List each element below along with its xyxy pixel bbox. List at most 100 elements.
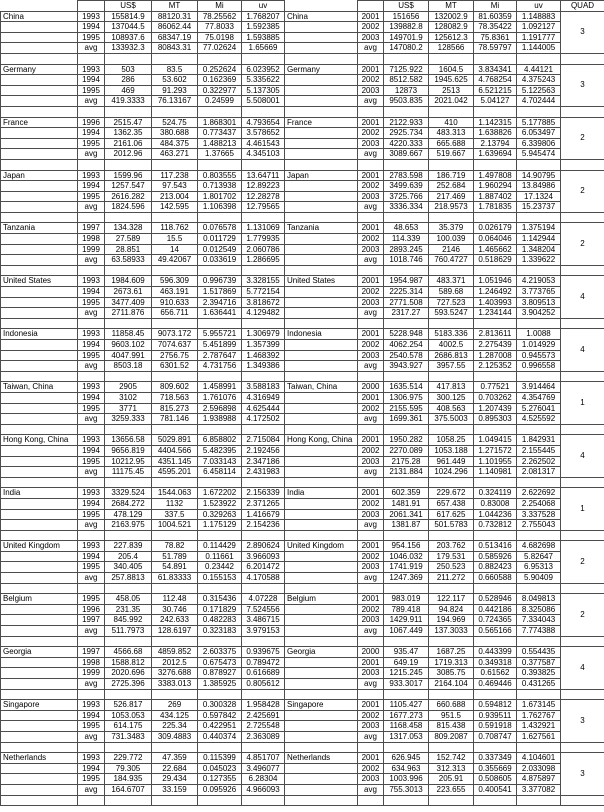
value-cell[interactable]: 1.106398 <box>197 201 242 213</box>
country-name-cell[interactable]: Georgia <box>284 646 358 658</box>
value-cell[interactable]: 0.114429 <box>197 540 242 552</box>
year-cell[interactable]: avg <box>77 625 105 637</box>
separator-cell[interactable] <box>516 52 561 65</box>
value-cell[interactable]: 179.531 <box>428 550 474 563</box>
country-blank-cell[interactable] <box>0 667 78 679</box>
value-cell[interactable]: 2.155445 <box>516 444 561 457</box>
value-cell[interactable]: 5.04127 <box>473 95 517 107</box>
separator-cell[interactable] <box>241 476 285 489</box>
country-name-cell[interactable]: Georgia <box>0 646 78 658</box>
country-blank-cell[interactable] <box>284 74 358 86</box>
value-cell[interactable]: 0.393825 <box>516 667 561 679</box>
country-blank-cell[interactable] <box>0 137 78 150</box>
country-name-cell[interactable]: Indonesia <box>284 328 358 340</box>
year-cell[interactable]: 1995 <box>77 31 105 44</box>
value-cell[interactable]: 4.104601 <box>516 752 561 764</box>
value-cell[interactable]: 0.789472 <box>241 656 285 669</box>
value-cell[interactable]: 114.339 <box>383 233 429 245</box>
value-cell[interactable]: 3.904252 <box>516 307 561 319</box>
value-cell[interactable]: 1004.521 <box>151 519 198 531</box>
separator-cell[interactable] <box>284 264 358 277</box>
country-blank-cell[interactable] <box>0 413 78 425</box>
separator-cell[interactable] <box>284 688 358 701</box>
value-cell[interactable]: 2020.696 <box>104 667 152 679</box>
year-cell[interactable]: avg <box>77 678 105 690</box>
separator-cell[interactable] <box>383 264 429 277</box>
separator-cell[interactable] <box>357 52 384 65</box>
value-cell[interactable]: 0.724365 <box>473 614 517 627</box>
value-cell[interactable]: 410 <box>428 116 474 129</box>
separator-cell[interactable] <box>473 794 517 807</box>
value-cell[interactable]: 4566.68 <box>104 646 152 658</box>
value-cell[interactable]: 1.432921 <box>516 720 561 732</box>
value-cell[interactable]: 4.316949 <box>241 391 285 404</box>
value-cell[interactable]: 6.458114 <box>197 466 242 478</box>
value-cell[interactable]: 1.960294 <box>473 180 517 192</box>
separator-cell[interactable] <box>197 423 242 436</box>
value-cell[interactable]: 35.379 <box>428 222 474 235</box>
value-cell[interactable]: 78.25562 <box>197 10 242 23</box>
value-cell[interactable]: 463.191 <box>151 286 198 298</box>
country-blank-cell[interactable] <box>0 127 78 139</box>
value-cell[interactable]: 5.90409 <box>516 572 561 584</box>
value-cell[interactable]: 434.125 <box>151 709 198 722</box>
country-blank-cell[interactable] <box>0 307 78 319</box>
country-blank-cell[interactable] <box>284 730 358 743</box>
value-cell[interactable]: 2.192456 <box>241 444 285 457</box>
year-cell[interactable]: 2003 <box>357 720 384 732</box>
value-cell[interactable]: 1.458991 <box>197 381 242 393</box>
year-cell[interactable]: 2001 <box>357 391 384 404</box>
year-cell[interactable]: 2003 <box>357 137 384 150</box>
value-cell[interactable]: 1.497808 <box>473 169 517 182</box>
separator-cell[interactable] <box>516 529 561 542</box>
value-cell[interactable]: 151656 <box>383 10 429 23</box>
year-cell[interactable]: 1993 <box>77 540 105 552</box>
country-blank-cell[interactable] <box>0 466 78 478</box>
value-cell[interactable]: 1381.87 <box>383 519 429 531</box>
value-cell[interactable]: 1.801702 <box>197 190 242 203</box>
country-name-cell[interactable]: United Kingdom <box>0 540 78 552</box>
country-name-cell[interactable]: Japan <box>0 169 78 182</box>
year-cell[interactable]: 2001 <box>357 752 384 764</box>
value-cell[interactable]: 7.774388 <box>516 625 561 637</box>
separator-cell[interactable] <box>383 211 429 224</box>
value-cell[interactable]: 2.425691 <box>241 709 285 722</box>
year-cell[interactable]: 2000 <box>357 646 384 658</box>
value-cell[interactable]: 4.354769 <box>516 391 561 404</box>
value-cell[interactable]: 0.945573 <box>516 349 561 362</box>
separator-cell[interactable] <box>197 635 242 648</box>
country-blank-cell[interactable] <box>284 466 358 478</box>
value-cell[interactable]: 589.68 <box>428 286 474 298</box>
separator-cell[interactable] <box>473 582 517 595</box>
value-cell[interactable]: 13.84986 <box>516 180 561 192</box>
value-cell[interactable]: 0.329263 <box>197 508 242 521</box>
value-cell[interactable]: 63.58933 <box>104 254 152 266</box>
separator-cell[interactable] <box>77 317 105 330</box>
col-header-uv[interactable]: uv <box>516 0 561 12</box>
country-blank-cell[interactable] <box>0 444 78 457</box>
quad-cell[interactable]: 2 <box>560 169 604 213</box>
country-blank-cell[interactable] <box>0 84 78 97</box>
country-blank-cell[interactable] <box>284 349 358 362</box>
country-blank-cell[interactable] <box>284 254 358 266</box>
year-cell[interactable]: 2002 <box>357 444 384 457</box>
separator-cell[interactable] <box>104 264 152 277</box>
value-cell[interactable]: 660.688 <box>428 699 474 711</box>
value-cell[interactable]: 1.488213 <box>197 137 242 150</box>
value-cell[interactable]: 3336.334 <box>383 201 429 213</box>
value-cell[interactable]: 0.803555 <box>197 169 242 182</box>
value-cell[interactable]: 286 <box>104 74 152 86</box>
value-cell[interactable]: 375.5003 <box>428 413 474 425</box>
value-cell[interactable]: 1.306979 <box>241 328 285 340</box>
year-cell[interactable]: 2001 <box>357 116 384 129</box>
year-cell[interactable]: avg <box>357 307 384 319</box>
value-cell[interactable]: 75.8361 <box>473 31 517 44</box>
year-cell[interactable]: 1994 <box>77 762 105 775</box>
separator-cell[interactable] <box>473 476 517 489</box>
value-cell[interactable]: 4062.254 <box>383 339 429 351</box>
value-cell[interactable]: 83.5 <box>151 63 198 76</box>
separator-cell[interactable] <box>473 158 517 171</box>
separator-cell[interactable] <box>516 688 561 701</box>
value-cell[interactable]: 213.004 <box>151 190 198 203</box>
value-cell[interactable]: 12.89223 <box>241 180 285 192</box>
